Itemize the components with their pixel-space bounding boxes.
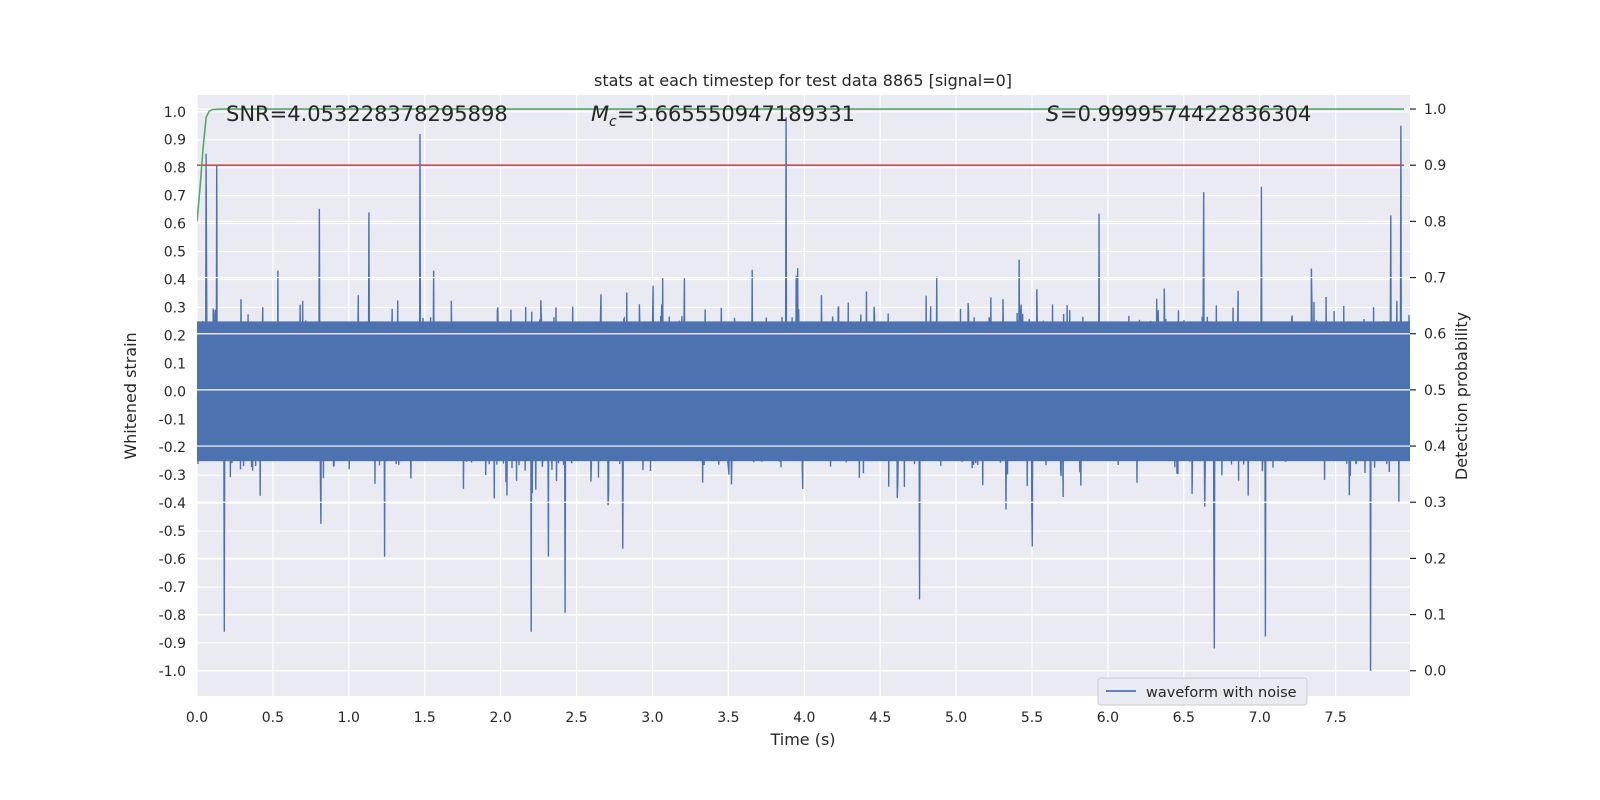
x-tick-label: 2.5 (565, 710, 587, 726)
svg-text:c: c (609, 114, 617, 130)
y-axis-right: 1.0 0.9 0.8 0.7 0.6 0.5 0.4 0.3 0.2 0.1 0.0 (1410, 102, 1446, 680)
y2-tick-label: 0.6 (1424, 327, 1446, 343)
y-tick-label: 0.1 (164, 356, 186, 372)
x-tick-label: 0.5 (262, 710, 284, 726)
svg-text:=0.9999574422836304: =0.9999574422836304 (1060, 102, 1311, 126)
x-tick-label: 0.0 (186, 710, 208, 726)
legend: waveform with noise (1097, 677, 1308, 706)
y-tick-label: 0.4 (164, 272, 186, 288)
y2-tick-label: 0.8 (1424, 214, 1446, 230)
y-tick-label: 0.5 (164, 245, 186, 261)
x-tick-label: 1.0 (338, 710, 360, 726)
svg-text:=3.665550947189331: =3.665550947189331 (617, 102, 855, 126)
y2-tick-label: 0.9 (1424, 158, 1446, 174)
y-tick-label: -0.6 (159, 552, 186, 568)
x-tick-label: 4.5 (869, 710, 891, 726)
y2-tick-label: 0.3 (1424, 495, 1446, 511)
x-tick-label: 7.0 (1249, 710, 1271, 726)
waveform-series (197, 117, 1410, 671)
chirp-mass-annotation: M c =3.665550947189331 (591, 102, 855, 130)
y-tick-label: 0.7 (164, 189, 186, 205)
x-tick-label: 6.0 (1097, 710, 1119, 726)
svg-text:S: S (1046, 102, 1059, 126)
y-tick-label: -0.7 (159, 580, 186, 596)
y-tick-label: 0.0 (164, 384, 186, 400)
y-tick-label: -1.0 (159, 664, 186, 680)
x-tick-label: 2.0 (489, 710, 511, 726)
svg-text:M: M (591, 102, 609, 126)
waveform-dense-band (197, 321, 1410, 462)
x-tick-label: 7.5 (1324, 710, 1346, 726)
y2-tick-label: 0.0 (1424, 664, 1446, 680)
y-tick-label: 0.9 (164, 133, 186, 149)
y-tick-label: -0.4 (159, 496, 186, 512)
s-annotation: S =0.9999574422836304 (1046, 102, 1311, 126)
x-axis-title: Time (s) (769, 730, 835, 749)
y-tick-label: 0.8 (164, 161, 186, 177)
y2-axis-title: Detection probability (1452, 312, 1471, 480)
y-tick-label: 0.6 (164, 217, 186, 233)
y-tick-label: -0.3 (159, 468, 186, 484)
x-tick-label: 3.0 (641, 710, 663, 726)
y-tick-label: -0.8 (159, 608, 186, 624)
chart-title: stats at each timestep for test data 886… (594, 71, 1012, 90)
y2-tick-label: 0.2 (1424, 551, 1446, 567)
y-tick-label: 1.0 (164, 105, 186, 121)
x-tick-label: 3.5 (717, 710, 739, 726)
y-axis-title: Whitened strain (121, 332, 140, 459)
y2-tick-label: 1.0 (1424, 102, 1446, 118)
snr-annotation: SNR=4.053228378295898 (226, 102, 508, 126)
y2-tick-label: 0.7 (1424, 271, 1446, 287)
y2-tick-label: 0.4 (1424, 439, 1446, 455)
probability-line (197, 108, 1404, 222)
y-tick-label: -0.5 (159, 524, 186, 540)
x-tick-label: 6.5 (1173, 710, 1195, 726)
y2-tick-label: 0.1 (1424, 608, 1446, 624)
y2-tick-label: 0.5 (1424, 383, 1446, 399)
y-tick-label: 0.2 (164, 328, 186, 344)
y-tick-label: -0.2 (159, 440, 186, 456)
legend-label: waveform with noise (1146, 685, 1297, 701)
y-tick-label: -0.1 (159, 412, 186, 428)
x-tick-label: 4.0 (793, 710, 815, 726)
x-tick-label: 5.5 (1021, 710, 1043, 726)
probability-series (197, 108, 1404, 222)
x-tick-label: 5.0 (945, 710, 967, 726)
x-tick-label: 1.5 (414, 710, 436, 726)
y-axis-left: 1.0 0.9 0.8 0.7 0.6 0.5 0.4 0.3 0.2 0.1 0.0 -0.1 -0.… (159, 105, 186, 680)
y-tick-label: -0.9 (159, 636, 186, 652)
x-axis: 0.0 0.5 1.0 1.5 2.0 2.5 3.0 3.5 4.0 4.5 5.0 5.5 6.0 6… (186, 710, 1347, 726)
grid-overlay (197, 276, 1410, 503)
y-tick-label: 0.3 (164, 300, 186, 316)
